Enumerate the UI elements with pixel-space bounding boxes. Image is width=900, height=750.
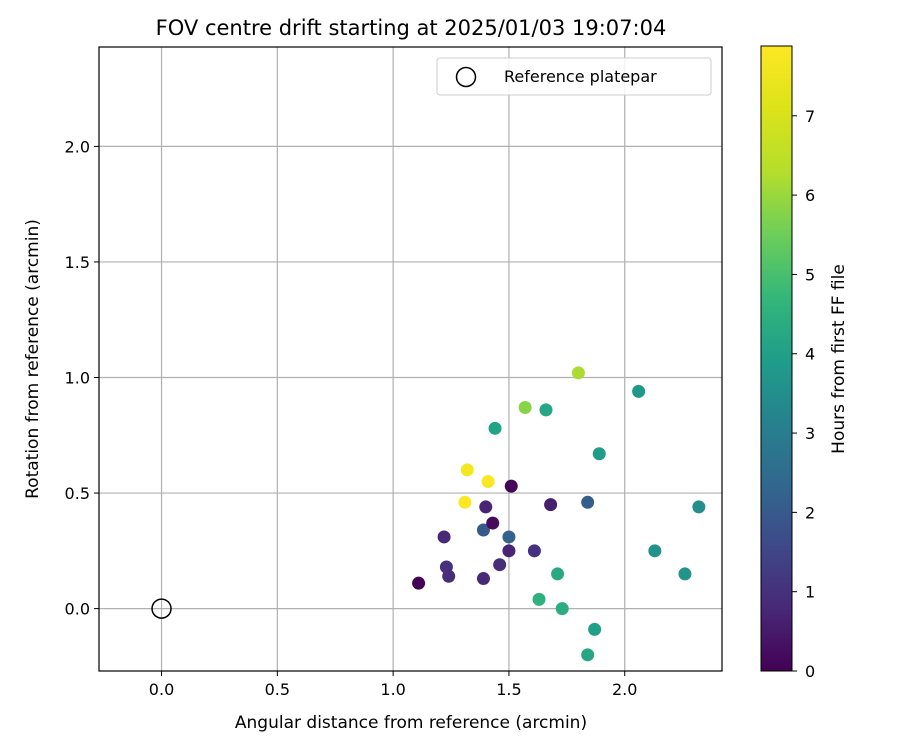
data-point [458,495,472,509]
colorbar-tick-label: 5 [805,265,815,284]
y-tick-label: 1.5 [65,253,90,272]
data-point [581,648,595,662]
data-point [648,544,662,558]
data-point [632,384,646,398]
plot-frame [98,46,723,672]
colorbar-label: Hours from first FF file [829,264,849,454]
data-point [678,567,692,581]
data-point [539,403,553,417]
data-point [476,572,490,586]
data-point [488,421,502,435]
data-point [571,366,585,380]
data-point [502,530,516,544]
colorbar: 0 1 2 3 4 5 6 7 Hours from first FF file [760,45,849,681]
y-tick-label: 0.5 [65,484,90,503]
data-point [518,401,532,415]
colorbar-gradient [760,45,793,672]
data-point [527,544,541,558]
x-tick-label: 0.5 [265,680,290,699]
x-tick-label: 0.0 [149,680,174,699]
colorbar-tick-label: 6 [805,186,815,205]
data-point [532,592,546,606]
data-point [555,602,569,616]
y-tick-label: 1.0 [65,368,90,387]
data-point [460,463,474,477]
data-point [581,495,595,509]
legend-box [436,57,712,96]
data-point [481,474,495,488]
legend: Reference platepar [436,57,712,96]
y-axis-label: Rotation from reference (arcmin) [23,219,43,499]
data-point [551,567,565,581]
data-point [479,500,493,514]
colorbar-tick-label: 4 [805,345,815,364]
reference-platepar-marker [151,598,172,619]
data-point [504,479,518,493]
data-point [588,622,602,636]
x-tick-label: 2.0 [612,680,637,699]
colorbar-tick-label: 3 [805,424,815,443]
y-tick-label: 2.0 [65,137,90,156]
data-point [692,500,706,514]
colorbar-tick-label: 2 [805,503,815,522]
colorbar-tick-label: 1 [805,583,815,602]
x-axis-label: Angular distance from reference (arcmin) [235,713,587,733]
colorbar-tick-label: 0 [805,662,815,681]
data-point [476,523,490,537]
data-point [442,569,456,583]
data-point [592,447,606,461]
data-point [502,544,516,558]
y-tick-label: 0.0 [65,600,90,619]
data-point [544,498,558,512]
data-point [486,516,500,530]
colorbar-ticks: 0 1 2 3 4 5 6 7 [792,107,815,681]
legend-marker-reference [455,66,477,88]
axis-ticks: 0.0 0.5 1.0 1.5 2.0 0.0 0.5 1.0 1.5 2.0 [65,137,638,699]
x-tick-label: 1.5 [496,680,521,699]
grid [99,47,722,671]
legend-label-reference: Reference platepar [504,67,657,86]
data-point [412,576,426,590]
x-tick-label: 1.0 [380,680,405,699]
data-point [493,558,507,572]
data-points [151,366,706,662]
data-point [437,530,451,544]
chart-title: FOV centre drift starting at 2025/01/03 … [156,16,667,40]
colorbar-tick-label: 7 [805,107,815,126]
